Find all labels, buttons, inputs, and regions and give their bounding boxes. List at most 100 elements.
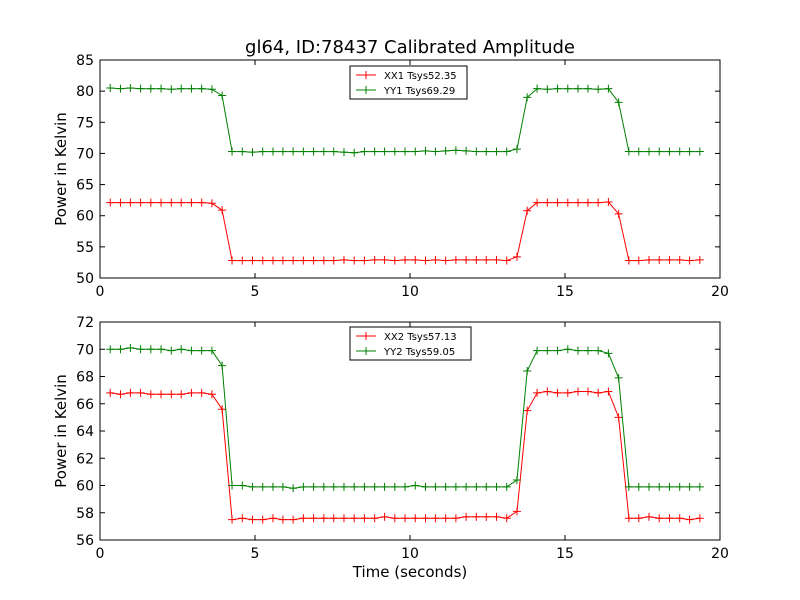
panel-1-legend-marker [362,71,370,79]
panel-1-series-1-point [390,256,399,265]
panel-1-series-2-point [543,85,552,94]
panel-2-series-1-point [441,514,450,523]
panel-1-series-2-point [523,93,532,102]
panel-2-series-1-point [157,390,166,399]
panel-1-series-1-point [401,255,410,264]
panel-2-series-1-point [675,514,684,523]
panel-1-series-1-point [634,256,643,265]
panel-2: 0 5 10 15 20 56 58 60 62 64 66 68 70 72 Power in Kelvi… [52,315,729,581]
panel-1-series-1-point [157,198,166,207]
panel-1-x-tick-label: 15 [556,284,574,300]
panel-1-series-2-point [685,147,694,156]
panel-1-series-2-point [431,147,440,156]
panel-1-series-1-point [472,255,481,264]
panel-2-series-2-point [106,345,115,354]
panel-2-series-2-point [462,482,471,491]
panel-2-series-1-point [614,413,623,422]
panel-1-series-1-point [533,198,542,207]
panel-2-series-2-point [685,482,694,491]
panel-1-series-1-point [106,198,115,207]
panel-1-series-2-point [218,91,227,100]
panel-2-series-2-point [339,482,348,491]
panel-1-series-2-point [421,146,430,155]
panel-1-series-1-point [411,255,420,264]
panel-1-series-1-point [299,256,308,265]
panel-1-series-2-point [462,146,471,155]
panel-1-series-2-point [167,85,176,94]
panel-2-series-2-point [401,482,410,491]
panel-2-series-1-point [604,387,613,396]
panel-2-series-1-point [695,514,704,523]
panel-1-series-1-point [339,255,348,264]
panel-2-legend-marker [362,332,370,340]
panel-2-series-1-point [533,388,542,397]
panel-1-series-1-point [146,198,155,207]
panel-1-series-2-point [655,147,664,156]
panel-2-series-2-point [441,482,450,491]
panel-1-series-2-point [207,85,216,94]
panel-1-series-2-point [339,148,348,157]
panel-1-series-2-point [401,147,410,156]
panel-2-series-1-point [411,514,420,523]
panel-1-series-1-point [278,256,287,265]
panel-2-series-1-point [309,514,318,523]
panel-2-series-2-point [319,482,328,491]
panel-2-series-2-point [502,482,511,491]
panel-2-x-tick-label: 10 [401,546,419,562]
panel-1-series-1-point [553,198,562,207]
panel-2-series-1-point [502,514,511,523]
panel-1-series-2-point [299,147,308,156]
panel-1-legend-box [349,65,468,100]
panel-1-series-2-point [157,84,166,93]
panel-1-series-1-point [492,255,501,264]
panel-2-series-1-point [218,405,227,414]
panel-1-series-2-point [136,84,145,93]
panel-1-series-1-point [228,256,237,265]
panel-2-x-tick-label: 15 [556,546,574,562]
panel-2-series-1-point [289,515,298,524]
panel-1-series-1-point [329,256,338,265]
panel-2-series-2-point [238,481,247,490]
panel-1-series-2-point [187,84,196,93]
panel-2-series-2-point [268,482,277,491]
panel-2-series-2-point [451,482,460,491]
panel-1-series-2-point [319,147,328,156]
panel-1-series-1-point [319,256,328,265]
panel-1-series-1-point [187,198,196,207]
panel-2-series-2-point [492,482,501,491]
panel-2-series-1-point [248,515,257,524]
panel-2-series-2-point [167,346,176,355]
panel-2-series-2-point [675,482,684,491]
panel-1-series-1-point [421,256,430,265]
panel-1-series-2-point [502,147,511,156]
panel-2-series-2-point [543,346,552,355]
panel-1-series-1-point [574,198,583,207]
panel-2-series-2-point [583,346,592,355]
panel-2-series-2-point [228,481,237,490]
panel-1-series-1-point [238,256,247,265]
panel-1-series-1-point [360,256,369,265]
panel-2-series-1-point [106,388,115,397]
panel-1-series-1-point [441,256,450,265]
panel-2-series-2-point [360,482,369,491]
panel-1-series-2-point [624,147,633,156]
panel-2-series-1-point [665,514,674,523]
panel-1-series-2-point [604,84,613,93]
panel-2-series-2-point [350,482,359,491]
panel-2-series-1-point [167,390,176,399]
panel-2-series-1-point [329,514,338,523]
panel-2-x-tick-label: 0 [96,546,105,562]
panel-2-legend-marker [362,347,370,355]
panel-1-series-1-point [563,198,572,207]
panel-1-series-1-point [380,255,389,264]
panel-2-series-2 [106,343,704,493]
panel-1-series-2-point [512,145,521,154]
panel-2-y-tick-label: 58 [76,506,94,522]
panel-1-series-1-point [167,198,176,207]
panel-1-series-2-point [451,146,460,155]
panel-1-series-2-point [482,147,491,156]
panel-2-x-tick-label: 5 [251,546,260,562]
panel-1-series-2-point [645,147,654,156]
